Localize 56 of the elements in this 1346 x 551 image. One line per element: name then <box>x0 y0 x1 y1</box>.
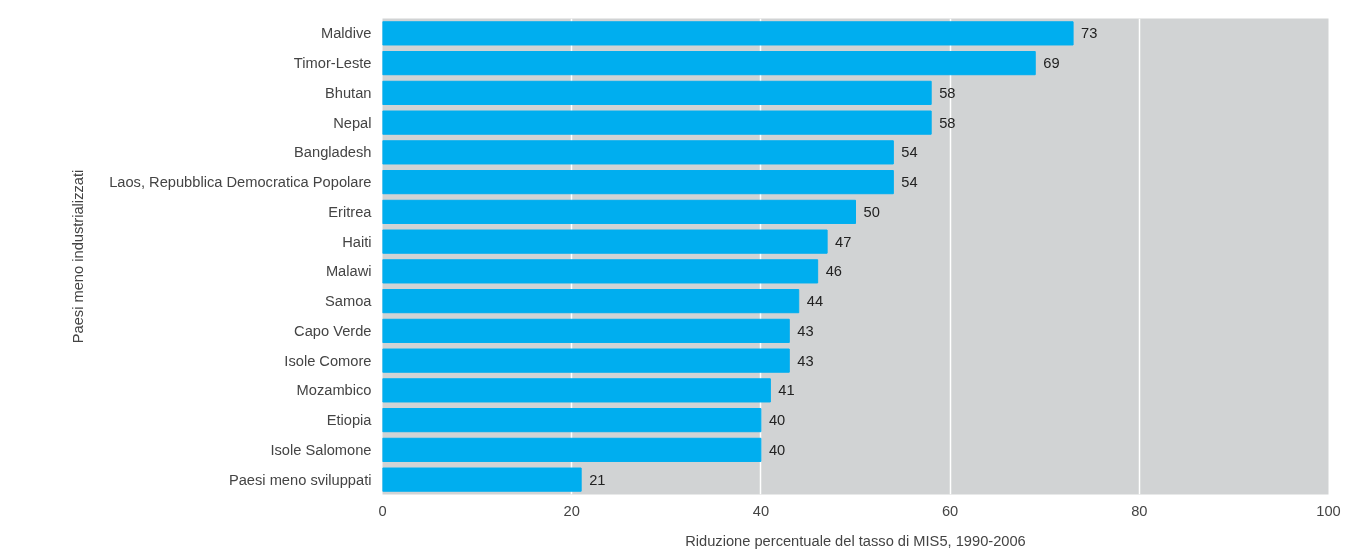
data-label: 40 <box>768 412 786 429</box>
bar <box>382 170 894 195</box>
bar <box>382 289 800 314</box>
data-label: 40 <box>768 441 786 458</box>
x-tick-label: 20 <box>563 502 580 519</box>
y-tick-label: Haiti <box>342 233 372 250</box>
bar <box>382 378 771 403</box>
data-label: 54 <box>901 174 918 191</box>
y-tick-label: Eritrea <box>328 203 373 220</box>
y-tick-label: Laos, Repubblica Democratica Popolare <box>109 174 372 191</box>
y-tick-label: Samoa <box>325 293 373 310</box>
x-axis-title: Riduzione percentuale del tasso di MIS5, 1990-2006 <box>685 532 1026 549</box>
y-axis-title: Paesi meno industrializzati <box>70 169 87 344</box>
bar <box>382 229 828 254</box>
y-tick-label: Capo Verde <box>294 322 372 339</box>
y-tick-label: Bangladesh <box>294 144 372 161</box>
y-tick-label: Malawi <box>325 263 372 280</box>
data-label: 43 <box>797 352 814 369</box>
bar <box>382 80 932 105</box>
y-tick-label: Timor-Leste <box>293 55 372 72</box>
bar <box>382 199 856 224</box>
bar <box>382 437 762 462</box>
bar <box>382 51 1036 76</box>
bar <box>382 318 790 343</box>
data-label: 50 <box>863 203 880 220</box>
bar <box>382 348 790 373</box>
bar <box>382 21 1074 46</box>
data-label: 58 <box>939 114 956 131</box>
y-tick-label: Isole Comore <box>284 352 372 369</box>
data-label: 69 <box>1043 55 1060 72</box>
y-tick-label: Etiopia <box>326 412 373 429</box>
data-label: 43 <box>797 322 814 339</box>
data-label: 47 <box>835 233 852 250</box>
data-label: 44 <box>806 293 824 310</box>
x-tick-label: 80 <box>1131 502 1148 519</box>
x-tick-label: 40 <box>752 502 770 519</box>
y-tick-label: Isole Salomone <box>270 441 372 458</box>
y-tick-label: Paesi meno sviluppati <box>228 471 372 488</box>
data-label: 58 <box>939 84 956 101</box>
bar <box>382 408 762 433</box>
data-label: 73 <box>1081 25 1098 42</box>
bar <box>382 259 819 284</box>
bar <box>382 110 932 135</box>
data-label: 41 <box>778 382 795 399</box>
y-tick-label: Mozambico <box>296 382 372 399</box>
bar <box>382 467 582 492</box>
data-label: 21 <box>589 471 606 488</box>
y-tick-label: Nepal <box>333 114 372 131</box>
y-tick-label: Maldive <box>321 25 372 42</box>
y-tick-label: Bhutan <box>325 84 372 101</box>
data-label: 46 <box>825 263 842 280</box>
x-tick-label: 100 <box>1316 502 1341 519</box>
bar <box>382 140 894 165</box>
data-label: 54 <box>901 144 918 161</box>
x-tick-label: 60 <box>941 502 959 519</box>
x-tick-label: 0 <box>378 502 387 519</box>
